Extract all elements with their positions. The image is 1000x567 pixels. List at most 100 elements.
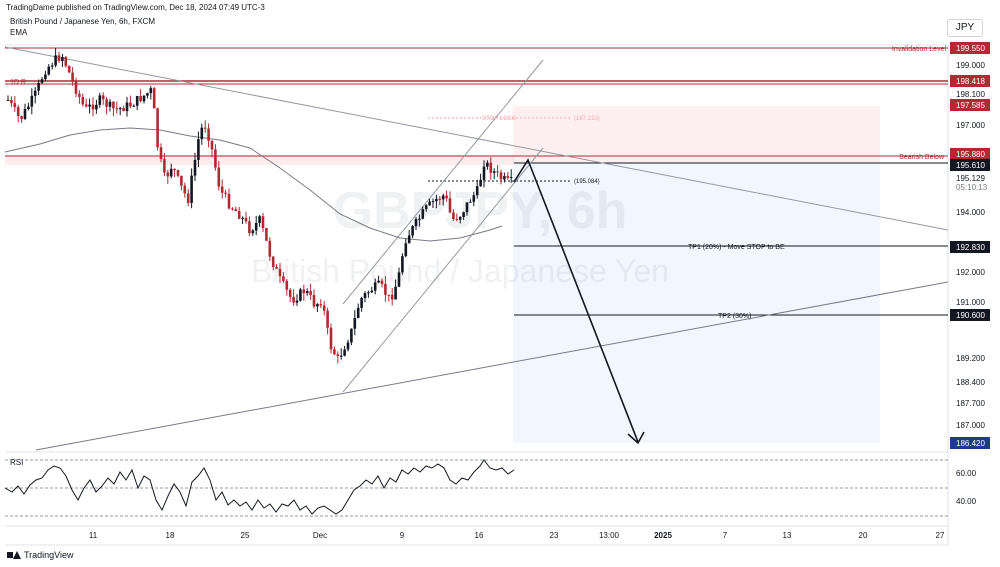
candle-body	[475, 186, 479, 196]
candle-body	[316, 304, 319, 307]
descending-trendline[interactable]	[4, 46, 949, 231]
candle-body	[146, 93, 149, 96]
candle-body	[78, 93, 81, 98]
price-tags: 199.550 198.418 197.585 195.880 195.610 …	[950, 42, 990, 449]
candle-body	[132, 105, 136, 107]
symbol-title[interactable]: British Pound / Japanese Yen, 6h, FXCM	[10, 17, 155, 26]
y-tick: 191.000	[956, 298, 985, 307]
x-tick: 7	[723, 531, 728, 540]
candle-body	[13, 103, 17, 108]
candle-body	[139, 96, 142, 102]
candle-body	[380, 280, 384, 284]
candle-body	[227, 193, 231, 209]
candle-body	[173, 168, 176, 171]
candle-body	[404, 243, 408, 257]
candle-body	[258, 216, 261, 223]
bearish-band	[5, 155, 514, 165]
candle-body	[268, 240, 272, 257]
candle-body	[339, 355, 343, 357]
candle-body	[350, 328, 353, 343]
entry-value-label: (195.084)	[574, 179, 600, 185]
candle-body	[241, 217, 244, 219]
candle-body	[261, 216, 265, 229]
candle-body	[285, 280, 289, 290]
candle-body	[367, 292, 370, 294]
arrow-head	[627, 431, 645, 445]
projection-arrow[interactable]	[513, 158, 639, 443]
ascending-trendline[interactable]	[35, 281, 949, 451]
candle-body	[322, 305, 326, 311]
stop-loss-zone[interactable]	[513, 106, 880, 163]
rsi-tick: 40.00	[956, 497, 977, 506]
tradingview-logo[interactable]: TradingView	[7, 550, 74, 560]
candle-body	[220, 186, 224, 193]
candle-body	[47, 66, 51, 75]
y-tick: 199.000	[956, 61, 985, 70]
candle-body	[496, 171, 499, 173]
candle-body	[503, 176, 506, 180]
candle-body	[265, 228, 268, 241]
stop-loss-label: STOP LOSS	[482, 116, 516, 122]
candle-body	[44, 74, 47, 80]
candle-body	[489, 162, 493, 173]
candle-body	[27, 106, 30, 110]
candle-body	[486, 162, 489, 167]
candle-body	[295, 300, 299, 303]
candle-body	[271, 256, 275, 268]
brand-text: TradingView	[24, 550, 74, 560]
candle-body	[373, 282, 377, 291]
bearish-below-label: Bearish Below	[899, 154, 945, 161]
candle-body	[190, 175, 193, 203]
candle-body	[418, 218, 421, 220]
channel-upper-line[interactable]	[342, 59, 544, 305]
candle-body	[336, 354, 340, 357]
y-tick: 187.700	[956, 399, 985, 408]
candle-body	[108, 101, 112, 107]
candle-body	[309, 291, 312, 295]
rsi-tick: 60.00	[956, 469, 977, 478]
candle-body	[254, 222, 258, 231]
candle-body	[363, 293, 367, 299]
candle-body	[455, 219, 459, 221]
candle-body	[200, 127, 204, 140]
x-axis[interactable]: 11 18 25 Dec 9 16 23 13:00 2025 7 13 20 …	[89, 531, 945, 540]
y-tick: 197.000	[956, 121, 985, 130]
candle-body	[16, 107, 20, 117]
candle-body	[135, 96, 139, 106]
y-tick: 194.000	[956, 208, 985, 217]
candle-body	[169, 168, 173, 177]
price-tag: 195.610	[956, 161, 985, 170]
tradingview-icon	[7, 551, 21, 559]
channel-lower-line[interactable]	[342, 147, 544, 393]
candle-body	[186, 193, 190, 203]
candle-body	[448, 198, 452, 213]
watermark-subtitle: British Pound / Japanese Yen	[251, 253, 669, 289]
x-tick: 23	[550, 531, 559, 540]
candle-body	[37, 82, 40, 91]
candle-body	[407, 235, 411, 244]
candle-body	[224, 192, 227, 194]
candle-body	[499, 172, 503, 180]
candle-body	[71, 72, 74, 81]
indicator-label[interactable]: EMA	[10, 28, 28, 37]
countdown: 05:10:13	[956, 183, 988, 192]
target-zone[interactable]	[513, 163, 880, 443]
currency-button[interactable]: JPY	[947, 19, 983, 37]
candle-body	[54, 55, 57, 66]
candle-body	[33, 90, 37, 96]
candle-body	[288, 289, 292, 297]
candle-body	[370, 290, 374, 293]
y-axis[interactable]: 199.000 198.100 197.000 194.000 192.000 …	[956, 61, 985, 430]
candle-body	[210, 140, 214, 150]
candle-body	[414, 219, 418, 227]
candle-body	[356, 307, 360, 318]
ema-line	[4, 127, 503, 242]
x-tick: 2025	[654, 531, 672, 540]
candle-body	[152, 88, 156, 109]
candle-body	[469, 201, 472, 203]
x-tick: 20	[859, 531, 868, 540]
candle-body	[465, 202, 469, 213]
candle-body	[20, 116, 23, 119]
price-tag: 199.550	[956, 44, 985, 53]
